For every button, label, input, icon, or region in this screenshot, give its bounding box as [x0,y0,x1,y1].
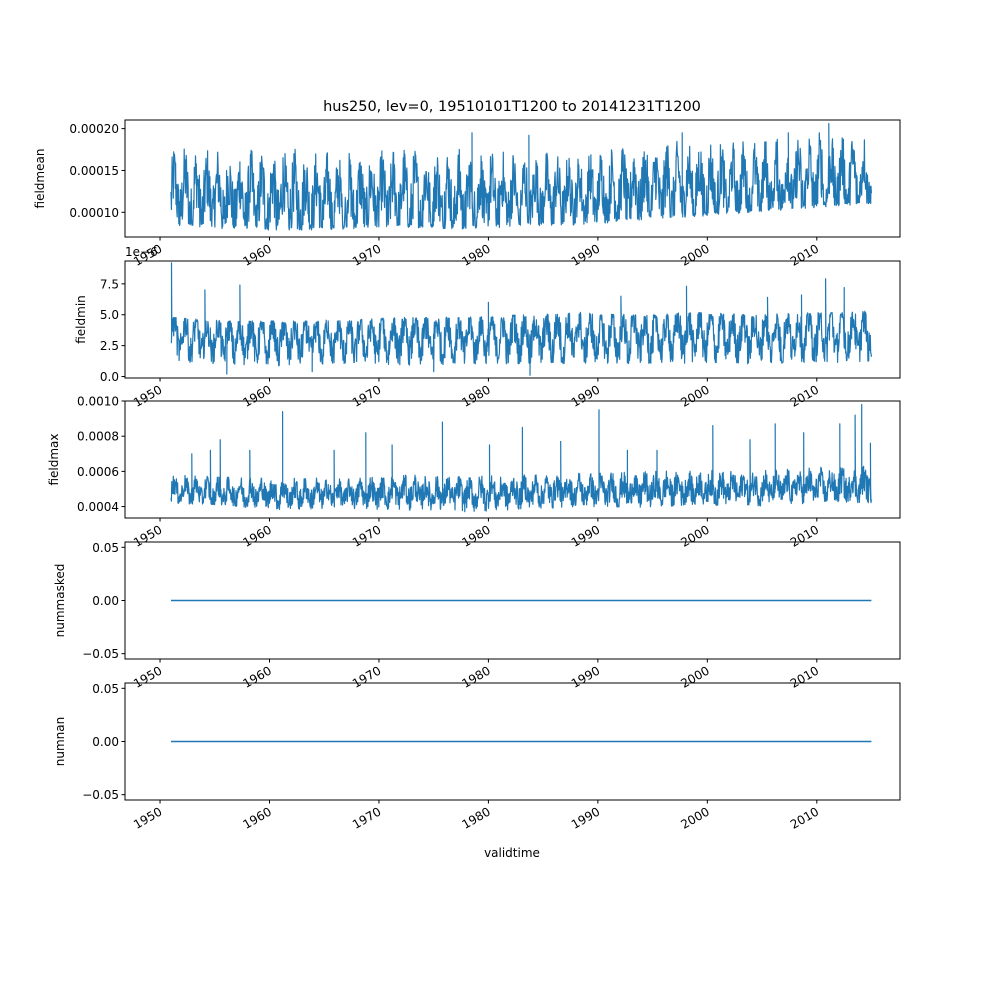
y-tick-label: 0.0010 [77,395,119,409]
axes-frame-fieldmin [124,260,901,379]
series-line-fieldmax [170,403,872,513]
y-axis-label-fieldmax: fieldmax [47,433,61,485]
y-axis-label-fieldmean: fieldmean [33,149,47,209]
y-tick-label: 7.5 [100,277,119,291]
x-axis-label: validtime [484,846,540,860]
y-tick-label: −0.05 [82,647,119,661]
y-tick-label: −0.05 [82,788,119,802]
y-tick-label: 5.0 [100,308,119,322]
y-tick-label: 0.00 [92,594,119,608]
series-line-fieldmin [170,262,872,376]
y-tick-label: 0.00010 [69,206,119,220]
y-offset-label: 1e−6 [125,245,158,259]
y-tick-label: 0.0 [100,370,119,384]
y-tick-label: 0.00020 [69,122,119,136]
y-tick-label: 0.0008 [77,430,119,444]
y-axis-label-nummasked: nummasked [53,564,67,638]
axes-frame-fieldmean [124,119,901,238]
y-tick-label: 0.05 [92,541,119,555]
y-tick-label: 0.00015 [69,164,119,178]
y-tick-label: 0.0006 [77,465,119,479]
y-tick-label: 0.05 [92,682,119,696]
y-axis-label-fieldmin: fieldmin [74,295,88,344]
series-line-fieldmean [170,123,872,231]
figure-title: hus250, lev=0, 19510101T1200 to 20141231… [323,99,701,115]
y-axis-label-numnan: numnan [53,717,67,766]
y-tick-label: 2.5 [100,339,119,353]
y-tick-label: 0.0004 [77,500,119,514]
y-tick-label: 0.00 [92,735,119,749]
axes-frame-fieldmax [124,400,901,519]
